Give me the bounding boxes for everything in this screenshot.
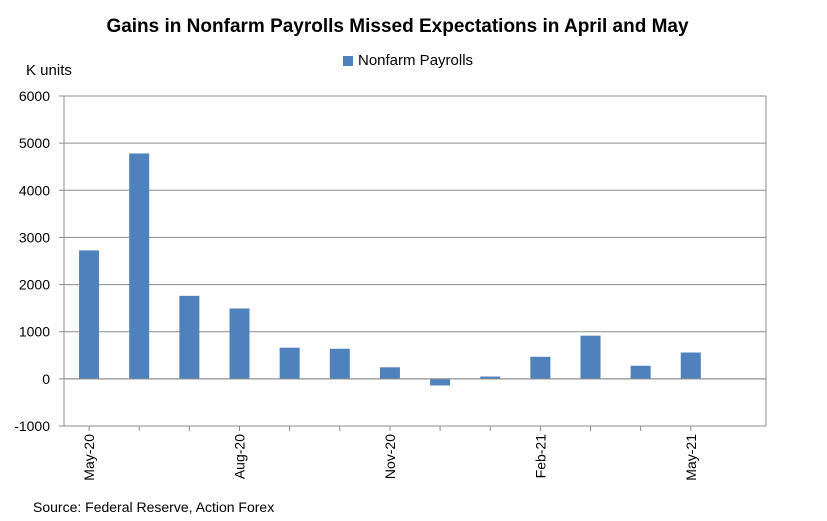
legend: Nonfarm Payrolls (343, 52, 473, 69)
gridlines (59, 95, 766, 427)
y-axis-label: K units (26, 62, 72, 79)
source-note: Source: Federal Reserve, Action Forex (33, 499, 275, 515)
axes (63, 96, 767, 431)
y-tick-label: 6000 (19, 88, 50, 104)
bar-Nov-20 (379, 367, 400, 379)
bar-May-20 (79, 250, 100, 379)
bar-Jul-20 (179, 295, 200, 379)
y-tick-label: 1000 (19, 324, 50, 340)
bar-series (79, 153, 701, 386)
legend-label: Nonfarm Payrolls (358, 52, 474, 69)
bar-Jun-20 (129, 153, 150, 379)
x-tick-label: May-21 (683, 434, 699, 481)
bar-Aug-20 (229, 308, 250, 379)
y-tick-labels: 6000 5000 4000 3000 2000 1000 0 -1000 (14, 88, 50, 434)
x-tick-label: May-20 (81, 434, 97, 481)
x-tick-label: Feb-21 (532, 434, 548, 479)
bar-Jan-21 (480, 376, 501, 379)
y-tick-label: 3000 (19, 229, 50, 245)
bar-Oct-20 (329, 348, 350, 379)
legend-swatch (343, 55, 353, 66)
bar-Sep-20 (279, 347, 300, 379)
y-tick-label: 4000 (19, 182, 50, 198)
chart-title: Gains in Nonfarm Payrolls Missed Expecta… (106, 16, 689, 37)
x-tick-label: Aug-20 (232, 434, 248, 479)
y-tick-label: -1000 (14, 418, 50, 434)
y-tick-label: 0 (42, 371, 50, 387)
bar-Feb-21 (530, 356, 551, 379)
bar-Apr-21 (630, 365, 651, 379)
bar-Dec-20 (430, 378, 451, 386)
y-tick-label: 5000 (19, 135, 50, 151)
x-tick-label: Nov-20 (382, 434, 398, 479)
bar-Mar-21 (580, 335, 601, 379)
x-tick-labels: May-20 Aug-20 Nov-20 Feb-21 May-21 (81, 434, 699, 481)
y-tick-label: 2000 (19, 277, 50, 293)
bar-May-21 (680, 352, 701, 379)
